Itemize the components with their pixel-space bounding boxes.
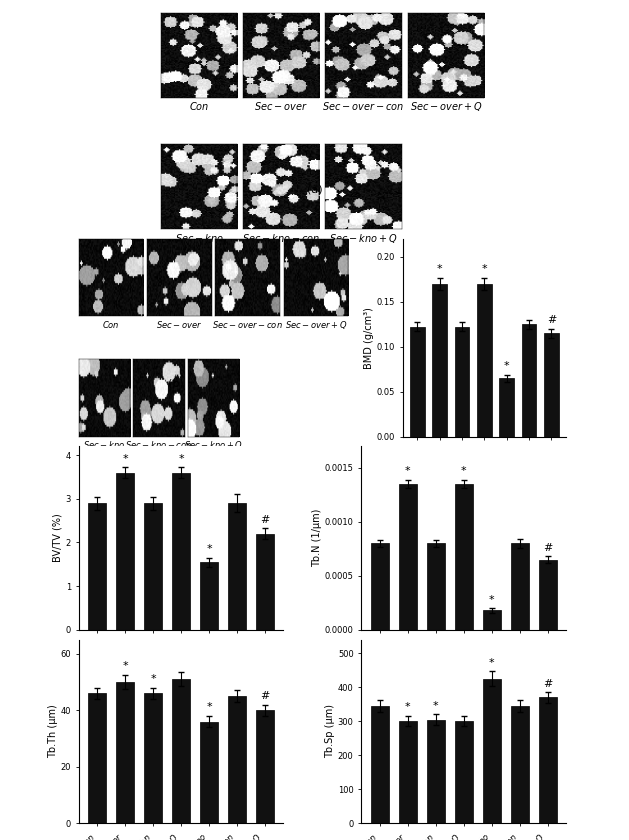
X-axis label: $\it{Con}$: $\it{Con}$	[102, 319, 120, 330]
Bar	[399, 484, 417, 630]
Bar	[482, 611, 501, 630]
Y-axis label: Tb.N (1/μm): Tb.N (1/μm)	[312, 509, 322, 567]
Bar	[144, 693, 162, 823]
Text: *: *	[504, 360, 509, 370]
Y-axis label: BMD (g/cm³): BMD (g/cm³)	[364, 307, 374, 369]
Bar	[172, 473, 190, 630]
Bar	[426, 543, 445, 630]
Bar	[88, 693, 106, 823]
Text: *: *	[206, 702, 212, 712]
Text: *: *	[178, 454, 184, 464]
Bar	[116, 682, 134, 823]
Text: #: #	[543, 679, 552, 689]
Bar	[370, 543, 389, 630]
Text: *: *	[122, 661, 128, 671]
X-axis label: $\it{Sec-over+Q}$: $\it{Sec-over+Q}$	[285, 319, 347, 331]
Text: #: #	[543, 543, 552, 553]
Y-axis label: Tb.Sp (μm): Tb.Sp (μm)	[325, 705, 335, 759]
Y-axis label: Tb.Th (μm): Tb.Th (μm)	[48, 705, 58, 759]
X-axis label: $\it{Sec-kno+Q}$: $\it{Sec-kno+Q}$	[184, 439, 243, 451]
Bar	[455, 484, 473, 630]
Text: *: *	[437, 264, 442, 274]
Bar	[426, 720, 445, 823]
Text: (e): (e)	[456, 722, 472, 732]
Y-axis label: BV/TV (%): BV/TV (%)	[53, 514, 63, 563]
Bar	[144, 503, 162, 630]
Text: *: *	[150, 674, 156, 684]
X-axis label: $\it{Sec-kno}$: $\it{Sec-kno}$	[174, 232, 223, 244]
Bar	[200, 722, 218, 823]
X-axis label: $\it{Sec-kno-con}$: $\it{Sec-kno-con}$	[242, 232, 320, 244]
Text: (d): (d)	[173, 722, 189, 732]
Bar	[256, 711, 274, 823]
Text: (a): (a)	[307, 184, 322, 194]
Text: *: *	[461, 466, 467, 476]
Text: *: *	[489, 658, 494, 668]
Text: *: *	[433, 701, 438, 711]
Bar	[228, 696, 246, 823]
Bar	[228, 503, 246, 630]
Bar	[399, 722, 417, 823]
X-axis label: $\it{Sec-over-con}$: $\it{Sec-over-con}$	[323, 100, 404, 113]
Bar	[538, 697, 557, 823]
Text: #: #	[260, 515, 270, 525]
X-axis label: $\it{Con}$: $\it{Con}$	[189, 100, 209, 113]
Text: *: *	[405, 702, 411, 712]
X-axis label: $\it{Sec-kno}$: $\it{Sec-kno}$	[83, 439, 126, 450]
Text: *: *	[405, 466, 411, 476]
Bar	[455, 722, 473, 823]
Bar	[499, 378, 514, 437]
Text: (b): (b)	[168, 379, 184, 389]
Text: #: #	[547, 315, 556, 325]
X-axis label: $\it{Sec-over+Q}$: $\it{Sec-over+Q}$	[409, 100, 482, 113]
Bar	[88, 503, 106, 630]
Bar	[200, 562, 218, 630]
Bar	[511, 706, 529, 823]
X-axis label: $\it{Sec-over}$: $\it{Sec-over}$	[254, 100, 308, 113]
Bar	[116, 473, 134, 630]
Bar	[482, 679, 501, 823]
X-axis label: $\it{Sec-over-con}$: $\it{Sec-over-con}$	[213, 319, 283, 330]
Text: (c): (c)	[477, 535, 492, 545]
Text: *: *	[482, 264, 487, 274]
Text: *: *	[489, 595, 494, 605]
Bar	[544, 333, 559, 437]
Bar	[511, 543, 529, 630]
Text: *: *	[122, 454, 128, 464]
Bar	[410, 327, 425, 437]
Bar	[172, 680, 190, 823]
X-axis label: $\it{Sec-kno+Q}$: $\it{Sec-kno+Q}$	[329, 232, 398, 245]
Bar	[477, 284, 492, 437]
Bar	[455, 327, 469, 437]
Text: *: *	[206, 544, 212, 554]
Bar	[432, 284, 447, 437]
X-axis label: $\it{Sec-kno-con}$: $\it{Sec-kno-con}$	[125, 439, 192, 450]
X-axis label: $\it{Sec-over}$: $\it{Sec-over}$	[156, 319, 203, 330]
Bar	[522, 324, 537, 437]
Bar	[538, 559, 557, 630]
Text: #: #	[260, 691, 270, 701]
Bar	[370, 706, 389, 823]
Bar	[256, 533, 274, 630]
